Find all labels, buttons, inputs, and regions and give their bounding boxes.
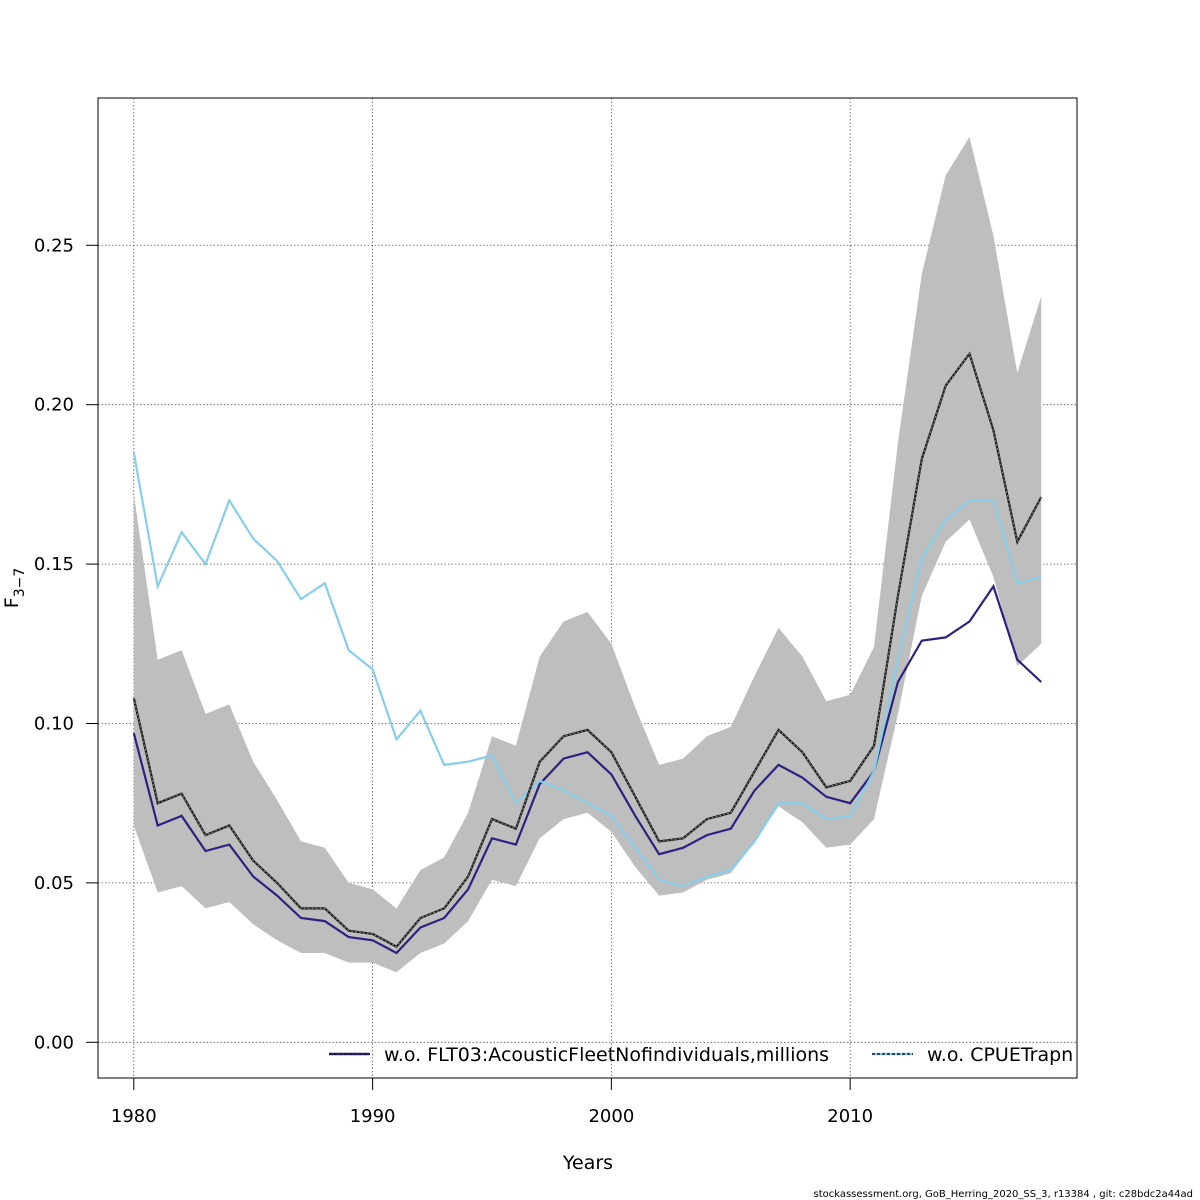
confidence-band	[133, 136, 1042, 973]
y-axis-label-sub: 3−7	[12, 568, 28, 598]
x-tick-label-2: 2000	[588, 1106, 634, 1127]
x-tick-label-0: 1980	[111, 1106, 157, 1127]
legend-label-flt03: w.o. FLT03:AcousticFleetNofindividuals,m…	[384, 1044, 829, 1066]
confidence-band-area	[133, 136, 1042, 973]
y-axis: 0.00 0.05 0.10 0.15 0.20 0.25	[34, 235, 99, 1053]
y-tick-label-0: 0.00	[34, 1032, 74, 1053]
series-line-base-estimate-dash	[133, 352, 1042, 948]
series-line-2	[132, 452, 1042, 888]
legend-item-flt03: w.o. FLT03:AcousticFleetNofindividuals,m…	[329, 1044, 829, 1066]
series-lines	[132, 351, 1043, 955]
y-tick-label-3: 0.15	[34, 554, 74, 575]
y-tick-label-5: 0.25	[34, 235, 74, 256]
legend-item-cpuetrapn: w.o. CPUETrapn	[872, 1044, 1073, 1066]
svg-text:F3−7: F3−7	[1, 568, 28, 608]
x-tick-label-1: 1990	[350, 1106, 396, 1127]
series-line-1	[132, 583, 1042, 955]
y-tick-label-1: 0.05	[34, 873, 74, 894]
legend: w.o. FLT03:AcousticFleetNofindividuals,m…	[329, 1044, 1073, 1066]
y-tick-label-4: 0.20	[34, 395, 74, 416]
x-axis: 1980 1990 2000 2010	[111, 1077, 873, 1127]
legend-label-cpuetrapn: w.o. CPUETrapn	[927, 1044, 1073, 1066]
y-tick-label-2: 0.10	[34, 713, 74, 734]
footer-credit: stockassessment.org, GoB_Herring_2020_SS…	[813, 1189, 1193, 1200]
y-axis-label-main: F	[1, 597, 23, 608]
x-tick-label-3: 2010	[827, 1106, 873, 1127]
x-axis-label: Years	[562, 1152, 613, 1174]
y-axis-label: F3−7	[1, 568, 28, 608]
